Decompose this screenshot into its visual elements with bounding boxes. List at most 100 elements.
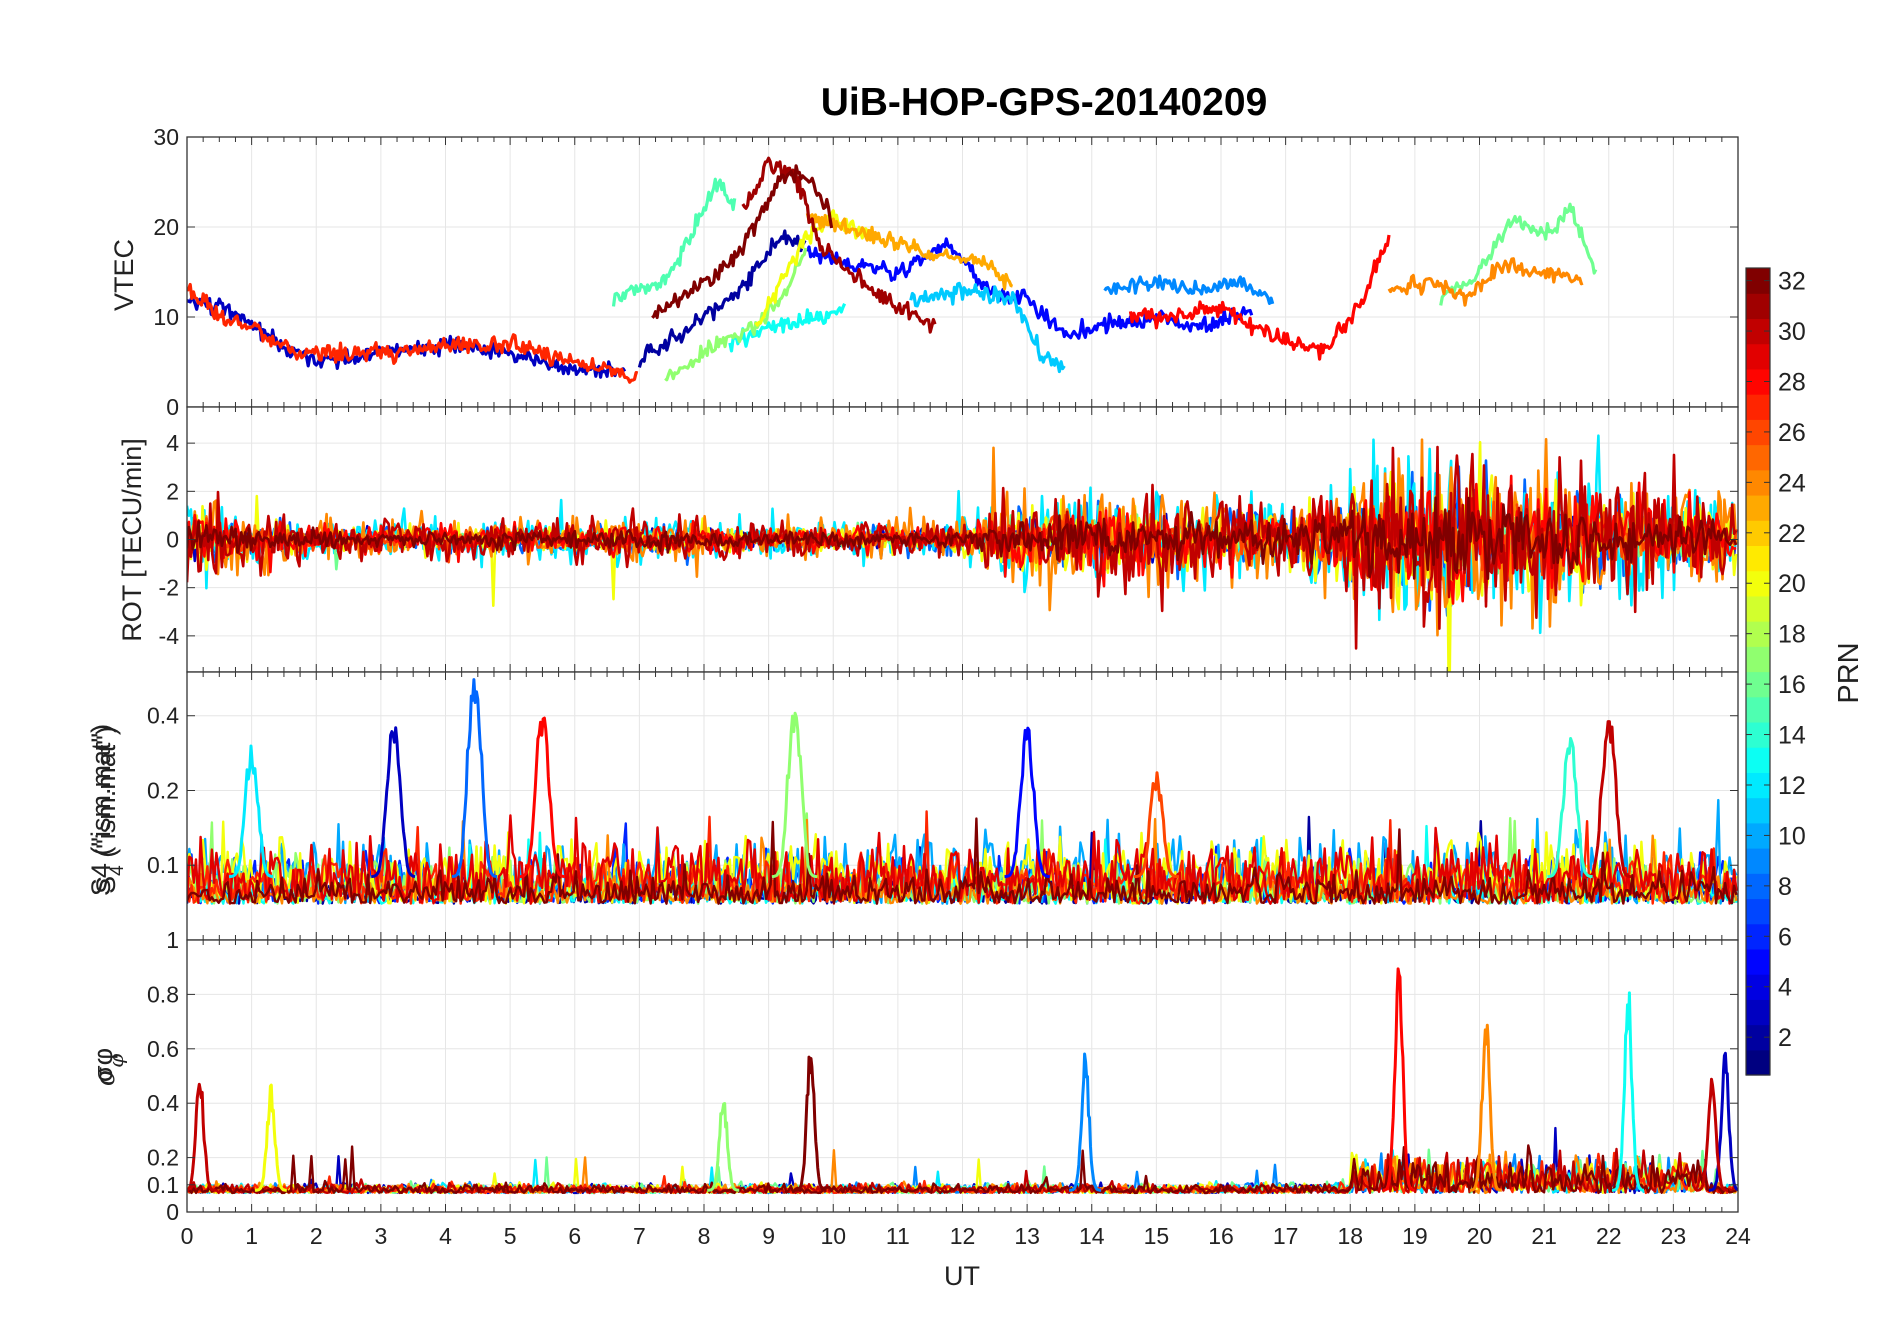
colorbar-swatch-prn-23 bbox=[1746, 494, 1770, 521]
x-tick-label: 16 bbox=[1208, 1223, 1234, 1249]
y-tick-label: 10 bbox=[153, 304, 179, 330]
y-axis-label-rot: ROT [TECU/min] bbox=[117, 438, 147, 642]
s4-peak-prn-12 bbox=[228, 744, 274, 879]
x-tick-label: 9 bbox=[762, 1223, 775, 1249]
colorbar-frame bbox=[1745, 267, 1771, 1076]
x-tick-label: 23 bbox=[1661, 1223, 1687, 1249]
colorbar-swatch-prn-13 bbox=[1746, 747, 1770, 773]
panel-rot: -4 -2 0 2 4 bbox=[159, 406, 1739, 673]
x-tick-label: 19 bbox=[1402, 1223, 1428, 1249]
colorbar-tick-label: 22 bbox=[1778, 520, 1806, 548]
colorbar-tick-label: 2 bbox=[1778, 1024, 1792, 1052]
x-tick-label: 0 bbox=[181, 1223, 194, 1249]
sigma-peak-prn-13 bbox=[1611, 991, 1645, 1192]
s4-peak-prn-30 bbox=[1585, 720, 1632, 879]
colorbar-tick-label: 16 bbox=[1778, 671, 1806, 699]
x-axis-label: UT bbox=[944, 1261, 980, 1291]
y-tick-label: 1 bbox=[166, 927, 179, 953]
y-tick-label: -2 bbox=[159, 575, 179, 601]
colorbar-swatch-prn-7 bbox=[1746, 898, 1770, 925]
s4-peak-prn-8 bbox=[451, 678, 498, 878]
sigma-peak-prn-3 bbox=[1708, 1051, 1738, 1192]
panel-s4: 0.1 0.2 0.4 bbox=[147, 671, 1739, 941]
colorbar-tick-label: 8 bbox=[1778, 873, 1792, 901]
x-tick-label: 2 bbox=[310, 1223, 323, 1249]
vtec-series-prn-11 bbox=[909, 281, 1066, 374]
colorbar-swatch-prn-27 bbox=[1746, 394, 1770, 420]
y-tick-label: 0.2 bbox=[147, 1145, 179, 1171]
sigma-peak-prn-30 bbox=[187, 1082, 217, 1192]
chart-title: UiB-HOP-GPS-20140209 bbox=[821, 81, 1268, 124]
colorbar-swatch-prn-11 bbox=[1746, 797, 1770, 824]
colorbar-tick-label: 28 bbox=[1778, 368, 1806, 396]
sigma-peak-prn-9 bbox=[1068, 1052, 1102, 1192]
x-tick-label: 11 bbox=[886, 1223, 910, 1249]
vtec-series-prn-16 bbox=[1439, 202, 1598, 306]
colorbar-tick-label: 14 bbox=[1778, 722, 1806, 750]
x-tick-label: 4 bbox=[439, 1223, 452, 1249]
vtec-series-prn-32 bbox=[651, 164, 834, 320]
sigma-peak-prn-24 bbox=[1469, 1023, 1503, 1192]
sigma-peak-prn-32 bbox=[793, 1055, 827, 1192]
x-tick-label: 14 bbox=[1079, 1223, 1105, 1249]
y-tick-label: 0 bbox=[166, 527, 179, 553]
panel-sigma-phi: 00.10.20.40.60.810 1 2 3 4 5 6 7 8 9 10 11 12 13 14 15 1… bbox=[147, 927, 1751, 1249]
rot-series-prn-32 bbox=[187, 496, 1738, 581]
x-tick-label: 15 bbox=[1144, 1223, 1170, 1249]
vtec-series-prn-27 bbox=[187, 282, 639, 384]
sigma-peak-prn-17 bbox=[706, 1102, 740, 1192]
x-tick-label: 20 bbox=[1467, 1223, 1493, 1249]
colorbar-tick-label: 24 bbox=[1778, 469, 1806, 497]
y-tick-label: 2 bbox=[166, 478, 179, 504]
sigma-peak-prn-28 bbox=[1382, 967, 1416, 1192]
x-tick-label: 24 bbox=[1725, 1223, 1751, 1249]
y-tick-label: 0.2 bbox=[147, 777, 179, 803]
colorbar-swatch-prn-9 bbox=[1746, 848, 1770, 874]
colorbar-tick-label: 32 bbox=[1778, 268, 1806, 296]
y-tick-label: 0.1 bbox=[147, 852, 179, 878]
vtec-series-prn-24 bbox=[1387, 257, 1584, 307]
x-tick-label: 1 bbox=[245, 1223, 258, 1249]
colorbar-tick-label: 10 bbox=[1778, 822, 1806, 850]
y-tick-label: 4 bbox=[166, 430, 179, 456]
y-axis-label-vtec: VTEC bbox=[109, 239, 139, 311]
s4-peak-prn-26 bbox=[1133, 771, 1180, 879]
s4-peak-prn-3 bbox=[371, 726, 416, 879]
vtec-series-prn-23 bbox=[805, 212, 1014, 291]
colorbar-swatch-prn-31 bbox=[1746, 293, 1770, 320]
sigma-peak-prn-30 bbox=[1695, 1077, 1729, 1192]
colorbar-swatch-prn-29 bbox=[1746, 343, 1770, 370]
colorbar-swatch-prn-3 bbox=[1746, 999, 1770, 1026]
y-tick-label: -4 bbox=[159, 623, 180, 649]
vtec-series-prn-15 bbox=[611, 177, 737, 307]
s4-peak-prn-5 bbox=[1004, 726, 1050, 879]
x-tick-label: 12 bbox=[950, 1223, 976, 1249]
y-axis-label-s4: S4 ("ism.mat") bbox=[86, 724, 116, 896]
vtec-series-prn-2 bbox=[637, 229, 807, 368]
y-tick-label: 0 bbox=[166, 1199, 179, 1225]
x-tick-label: 22 bbox=[1596, 1223, 1622, 1249]
y-tick-label: 0.1 bbox=[147, 1172, 179, 1198]
x-tick-label: 10 bbox=[820, 1223, 846, 1249]
vtec-series-prn-31 bbox=[741, 156, 937, 334]
s4-series-prn-29 bbox=[187, 814, 1738, 905]
x-tick-label: 6 bbox=[568, 1223, 581, 1249]
y-tick-label: 20 bbox=[153, 214, 179, 240]
colorbar-swatch-prn-5 bbox=[1746, 948, 1770, 975]
colorbar-tick-label: 30 bbox=[1778, 318, 1806, 346]
x-tick-label: 18 bbox=[1337, 1223, 1363, 1249]
colorbar-tick-label: 18 bbox=[1778, 621, 1806, 649]
y-tick-label: 0.6 bbox=[147, 1036, 179, 1062]
y-tick-label: 0.4 bbox=[147, 1090, 179, 1116]
y-tick-label: 0.4 bbox=[147, 703, 179, 729]
colorbar-swatch-prn-19 bbox=[1746, 595, 1770, 622]
x-tick-label: 21 bbox=[1531, 1223, 1557, 1249]
s4-peak-prn-17 bbox=[771, 711, 818, 879]
s4-peak-prn-28 bbox=[519, 716, 566, 879]
s4-series-prn-32 bbox=[187, 817, 1738, 905]
x-tick-label: 3 bbox=[374, 1223, 387, 1249]
sigma-peak-prn-20 bbox=[254, 1083, 288, 1192]
colorbar-swatch-prn-21 bbox=[1746, 545, 1770, 572]
